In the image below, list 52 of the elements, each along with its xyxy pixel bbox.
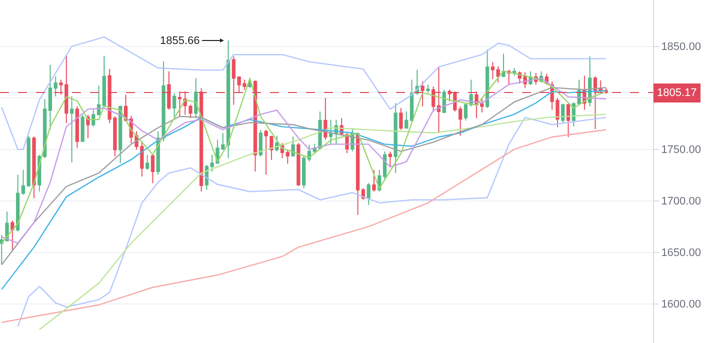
candlestick: [80, 114, 84, 142]
candlestick: [464, 102, 468, 121]
candlestick: [410, 79, 414, 122]
candlestick: [356, 133, 360, 216]
candlestick: [486, 49, 490, 109]
annotation: 1855.66: [160, 35, 200, 47]
candlestick: [102, 55, 106, 107]
candlestick: [566, 103, 570, 138]
candlestick: [10, 220, 14, 252]
line-series: [1, 36, 607, 150]
candlestick: [96, 85, 101, 116]
candlestick: [302, 156, 306, 189]
candlestick: [394, 102, 398, 174]
candlestick: [291, 136, 295, 157]
candlestick: [404, 110, 408, 129]
candlestick: [561, 103, 565, 123]
candlestick: [70, 96, 74, 164]
candlestick: [42, 98, 47, 159]
candlestick: [399, 108, 403, 130]
candlestick: [296, 142, 300, 186]
candlestick: [16, 174, 20, 232]
y-tick-label: 1650.00: [661, 247, 701, 260]
candlestick: [172, 92, 176, 118]
candlestick: [329, 119, 333, 146]
y-tick-label: 1750.00: [661, 144, 701, 156]
candlestick: [118, 106, 122, 164]
candlestick: [162, 60, 166, 142]
candlestick: [21, 169, 26, 196]
y-tick-label: 1700.00: [661, 196, 701, 208]
candlestick: [426, 84, 430, 94]
candlestick: [86, 114, 90, 139]
candlestick: [150, 152, 155, 184]
candlestick: [496, 66, 500, 83]
candlestick: [75, 106, 79, 149]
ref-line-label: 1805.17: [657, 87, 697, 99]
candlestick: [502, 53, 506, 78]
candlestick: [490, 62, 495, 80]
candlestick: [146, 154, 150, 170]
candlestick: [32, 136, 36, 199]
candlestick: [48, 64, 52, 130]
candlestick: [388, 151, 392, 167]
candlestick: [194, 78, 198, 119]
candlestick: [286, 149, 290, 164]
candlestick: [366, 182, 370, 206]
y-tick-label: 1850.00: [661, 41, 701, 54]
candlestick: [372, 169, 376, 192]
candlestick: [258, 129, 262, 157]
candlestick: [226, 40, 230, 159]
candlestick: [26, 135, 30, 187]
candlestick: [54, 76, 58, 97]
candlestick: [92, 109, 96, 127]
y-tick-label: 1600.00: [661, 298, 701, 311]
